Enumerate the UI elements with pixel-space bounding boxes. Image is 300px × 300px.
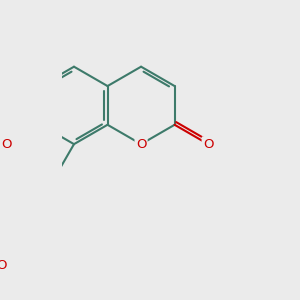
Text: O: O [136, 138, 146, 151]
Text: O: O [203, 138, 213, 151]
Text: O: O [0, 259, 7, 272]
Text: O: O [2, 138, 12, 151]
